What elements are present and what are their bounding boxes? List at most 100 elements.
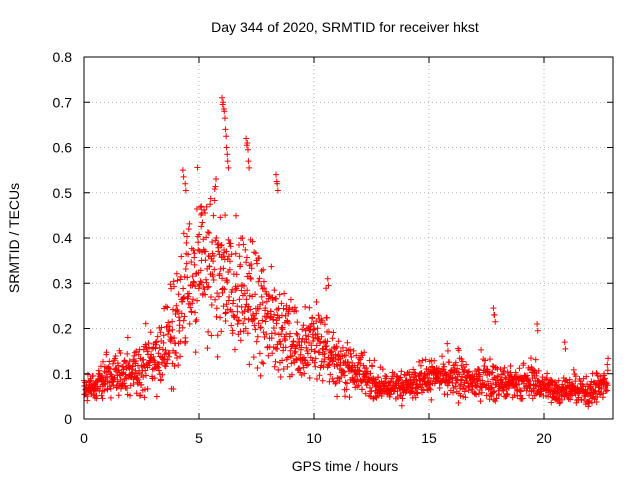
data-point xyxy=(323,314,330,321)
data-point xyxy=(270,316,277,323)
data-point xyxy=(583,373,590,380)
data-point xyxy=(228,322,235,329)
data-point xyxy=(210,277,217,284)
data-point xyxy=(246,270,253,277)
data-point xyxy=(135,351,142,358)
data-point xyxy=(179,167,186,174)
data-point xyxy=(492,318,499,325)
data-point xyxy=(254,260,261,267)
data-point xyxy=(191,261,198,268)
data-point xyxy=(548,399,555,406)
data-point xyxy=(341,372,348,379)
data-point xyxy=(247,276,254,283)
data-point xyxy=(279,324,286,331)
data-point xyxy=(476,373,483,380)
data-point xyxy=(98,372,105,379)
data-point xyxy=(583,390,590,397)
data-point xyxy=(402,378,409,385)
data-point xyxy=(503,386,510,393)
data-point xyxy=(255,320,262,327)
data-point xyxy=(278,300,285,307)
data-point xyxy=(175,362,182,369)
data-point xyxy=(204,345,211,352)
data-point xyxy=(301,357,308,364)
data-point xyxy=(112,352,119,359)
data-point xyxy=(198,210,205,217)
data-point xyxy=(594,372,601,379)
data-point xyxy=(213,313,220,320)
data-point xyxy=(183,239,190,246)
data-point xyxy=(287,330,294,337)
data-point xyxy=(272,358,279,365)
data-point xyxy=(375,374,382,381)
y-tick-label: 0.6 xyxy=(53,140,73,156)
data-point xyxy=(233,212,240,219)
x-axis-title: GPS time / hours xyxy=(292,458,399,474)
data-point xyxy=(243,254,250,261)
data-point xyxy=(84,371,91,378)
data-point xyxy=(163,324,170,331)
data-point xyxy=(483,392,490,399)
data-point xyxy=(362,390,369,397)
data-point xyxy=(209,238,216,245)
data-point xyxy=(222,310,229,317)
data-point xyxy=(266,293,273,300)
data-point xyxy=(169,326,176,333)
data-point xyxy=(202,248,209,255)
data-point xyxy=(284,363,291,370)
x-tick-label: 15 xyxy=(421,430,437,446)
data-point xyxy=(124,350,131,357)
data-point xyxy=(231,346,238,353)
data-point xyxy=(525,378,532,385)
data-point xyxy=(573,399,580,406)
data-point xyxy=(530,367,537,374)
data-point xyxy=(280,305,287,312)
y-tick-label: 0.7 xyxy=(53,94,73,110)
data-point xyxy=(312,363,319,370)
y-tick-label: 0.3 xyxy=(53,275,73,291)
data-point xyxy=(258,293,265,300)
data-point xyxy=(155,350,162,357)
data-point xyxy=(186,220,193,227)
data-point xyxy=(457,392,464,399)
data-point xyxy=(455,347,462,354)
data-point xyxy=(202,257,209,264)
data-point xyxy=(555,377,562,384)
data-point xyxy=(155,364,162,371)
data-point xyxy=(398,402,405,409)
data-point xyxy=(120,363,127,370)
data-point xyxy=(604,361,611,368)
data-point xyxy=(121,380,128,387)
data-point xyxy=(562,345,569,352)
data-point xyxy=(495,390,502,397)
data-point xyxy=(158,324,165,331)
data-point xyxy=(544,370,551,377)
data-point xyxy=(336,378,343,385)
data-point xyxy=(82,379,89,386)
data-point xyxy=(216,251,223,258)
data-point xyxy=(347,346,354,353)
data-point xyxy=(244,287,251,294)
data-point xyxy=(605,355,612,362)
data-point xyxy=(133,390,140,397)
data-point xyxy=(202,291,209,298)
data-point xyxy=(321,358,328,365)
data-point xyxy=(235,317,242,324)
data-point xyxy=(459,373,466,380)
data-point xyxy=(383,373,390,380)
data-point xyxy=(236,253,243,260)
data-point xyxy=(141,386,148,393)
data-point xyxy=(252,326,259,333)
data-point xyxy=(269,297,276,304)
data-point xyxy=(218,242,225,249)
data-point xyxy=(359,352,366,359)
data-point xyxy=(220,253,227,260)
data-point xyxy=(193,316,200,323)
data-point xyxy=(201,286,208,293)
data-point xyxy=(304,350,311,357)
data-point xyxy=(411,369,418,376)
data-point xyxy=(419,357,426,364)
data-point xyxy=(182,180,189,187)
data-point xyxy=(520,360,527,367)
data-point xyxy=(175,314,182,321)
